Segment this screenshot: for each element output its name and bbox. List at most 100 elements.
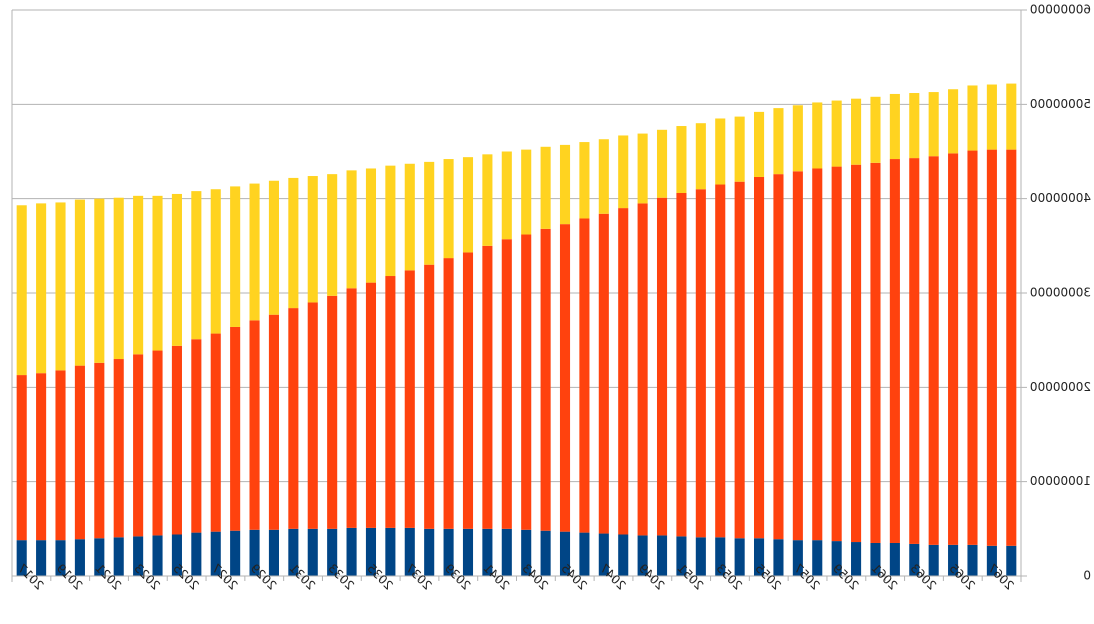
bar-segment-series-3 [171, 193, 182, 346]
bar-segment-series-1 [152, 535, 163, 576]
bar-segment-series-1 [734, 538, 745, 576]
bar-segment-series-2 [1006, 149, 1017, 546]
bar-segment-series-2 [773, 174, 784, 540]
bar-segment-series-1 [288, 528, 299, 576]
bar-segment-series-2 [948, 153, 959, 545]
bar-segment-series-2 [230, 326, 241, 531]
bar-segment-series-2 [831, 166, 842, 542]
bar-segment-series-1 [443, 528, 454, 576]
bar-segment-series-2 [870, 162, 881, 543]
bar-segment-series-3 [656, 129, 668, 198]
bar-segment-series-1 [249, 529, 260, 576]
bar-segment-series-1 [656, 535, 668, 576]
bar-segment-series-2 [346, 288, 357, 528]
bar-segment-series-3 [851, 98, 862, 165]
bar-segment-series-2 [579, 218, 590, 533]
bar-segment-series-3 [676, 126, 687, 194]
bar-segment-series-3 [521, 149, 532, 235]
bar-segment-series-3 [792, 105, 803, 172]
bar-segment-series-3 [598, 139, 609, 214]
bar-segment-series-1 [346, 527, 357, 576]
bar-segment-series-3 [327, 174, 338, 296]
bar-segment-series-3 [55, 202, 66, 371]
bar-segment-series-3 [754, 111, 765, 177]
bar-segment-series-1 [676, 536, 687, 576]
bar-segment-series-3 [618, 135, 629, 209]
bar-segment-series-2 [36, 373, 47, 541]
bar-segment-series-2 [812, 168, 823, 541]
bar-segment-series-1 [1006, 545, 1017, 576]
bar-segment-series-3 [695, 123, 706, 190]
bar-segment-series-1 [36, 540, 47, 576]
bar-segment-series-3 [637, 133, 648, 204]
bar-segment-series-2 [482, 245, 493, 529]
bar-segment-series-3 [36, 203, 47, 374]
y-tick-label: 50000000 [1030, 97, 1091, 111]
bar-segment-series-1 [113, 537, 124, 576]
bar-segment-series-3 [385, 165, 396, 277]
bar-segment-series-2 [618, 208, 629, 535]
bar-segment-series-1 [909, 543, 920, 576]
bar-segment-series-3 [734, 116, 745, 182]
bar-segment-series-3 [443, 159, 454, 259]
bar-segment-series-3 [870, 96, 881, 163]
bar-segment-series-1 [773, 539, 784, 576]
bar-segment-series-3 [812, 102, 823, 169]
bar-segment-series-1 [404, 527, 415, 576]
bar-segment-series-1 [327, 528, 338, 576]
bar-segment-series-1 [74, 539, 85, 576]
bar-segment-series-3 [773, 108, 784, 175]
bar-segment-series-1 [462, 528, 474, 576]
bar-segment-series-1 [521, 529, 532, 576]
bar-segment-series-3 [404, 163, 415, 271]
bar-segment-series-1 [16, 540, 27, 576]
bar-segment-series-1 [268, 529, 279, 576]
bar-segment-series-2 [74, 365, 85, 540]
bar-segment-series-2 [462, 252, 474, 529]
bar-segment-series-2 [559, 224, 571, 532]
bar-segment-series-1 [948, 544, 959, 576]
bar-segment-series-3 [249, 183, 260, 321]
bar-segment-series-2 [327, 295, 338, 529]
bar-segment-series-3 [152, 195, 163, 351]
y-tick-label: 30000000 [1030, 286, 1091, 300]
bar-segment-series-1 [889, 542, 900, 576]
bar-segment-series-3 [307, 176, 318, 303]
bar-segment-series-1 [482, 528, 493, 576]
bar-segment-series-1 [365, 527, 377, 576]
bar-segment-series-3 [462, 157, 474, 253]
bar-segment-series-1 [540, 530, 551, 576]
bar-segment-series-1 [579, 532, 590, 576]
bar-segment-series-3 [230, 186, 241, 327]
bar-segment-series-2 [695, 189, 706, 538]
bar-segment-series-1 [598, 533, 609, 576]
bar-segment-series-2 [443, 258, 454, 529]
bar-segment-series-3 [579, 142, 590, 219]
bar-segment-series-2 [501, 239, 512, 529]
bar-segment-series-2 [288, 308, 299, 529]
bar-segment-series-1 [986, 545, 997, 576]
bar-segment-series-3 [986, 84, 997, 150]
bar-segment-series-2 [889, 159, 900, 543]
bar-segment-series-3 [424, 161, 435, 265]
bar-segment-series-3 [346, 170, 357, 289]
bar-segment-series-2 [676, 193, 687, 537]
y-tick-label: 60000000 [1030, 3, 1091, 17]
bar-segment-series-3 [967, 85, 978, 151]
y-tick-label: 40000000 [1030, 191, 1091, 205]
bar-segment-series-3 [482, 154, 493, 246]
bar-segment-series-2 [307, 302, 318, 529]
bar-segment-series-3 [365, 168, 377, 283]
bar-segment-series-2 [113, 359, 124, 538]
bar-segment-series-1 [94, 538, 105, 576]
bar-segment-series-3 [928, 92, 939, 157]
bar-segment-series-3 [191, 191, 202, 340]
bar-segment-series-1 [831, 541, 842, 576]
bar-segment-series-2 [967, 150, 978, 545]
bar-segment-series-1 [967, 544, 978, 576]
bar-segment-series-2 [210, 333, 221, 532]
bar-segment-series-1 [501, 528, 512, 576]
bar-segment-series-2 [715, 184, 726, 538]
bar-segment-series-2 [55, 370, 66, 541]
